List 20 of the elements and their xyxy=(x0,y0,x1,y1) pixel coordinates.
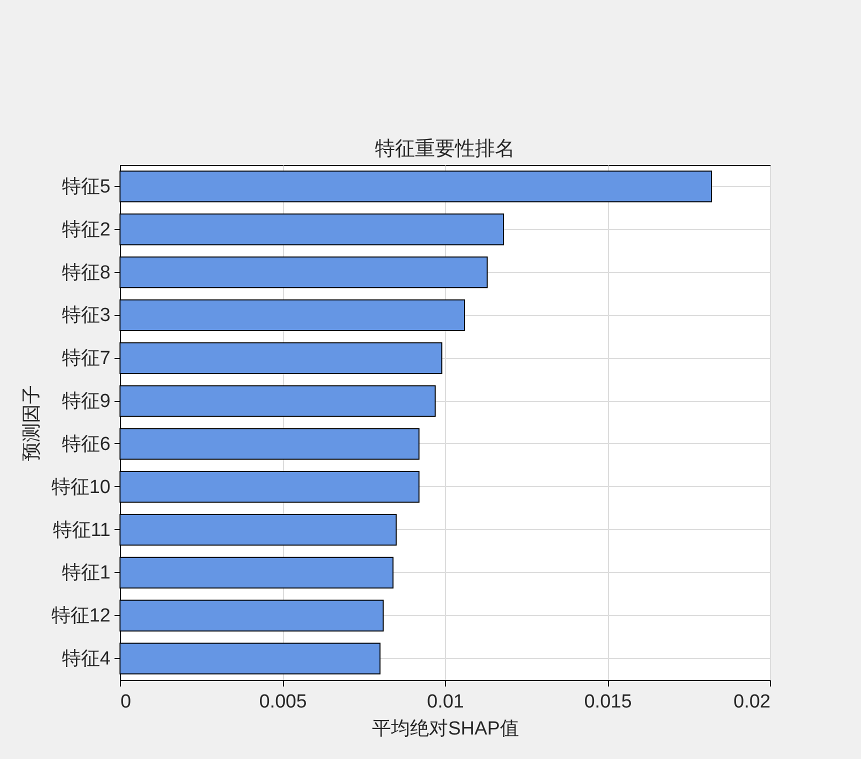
y-tick-label: 特征7 xyxy=(62,348,110,370)
chart-title: 特征重要性排名 xyxy=(375,138,515,160)
y-tick-label: 特征2 xyxy=(62,219,110,240)
y-tick-label: 特征4 xyxy=(62,648,111,670)
y-tick-label: 特征1 xyxy=(62,562,110,584)
y-axis-title: 预测因子 xyxy=(21,385,42,461)
y-tick-label: 特征10 xyxy=(51,476,110,498)
x-tick-label: 0.02 xyxy=(734,692,770,712)
x-tick-label: 0.01 xyxy=(427,692,464,712)
y-tick-label: 特征8 xyxy=(62,262,110,284)
x-tick-label: 0.005 xyxy=(259,692,307,712)
y-tick-label: 特征5 xyxy=(62,176,110,198)
y-tick-label: 特征11 xyxy=(52,520,110,541)
y-tick-label: 特征6 xyxy=(62,434,110,455)
x-tick-label: 0 xyxy=(120,692,132,712)
x-tick-label: 0.015 xyxy=(584,692,632,712)
y-tick-label: 特征12 xyxy=(51,606,110,627)
y-tick-label: 特征9 xyxy=(62,391,110,412)
y-tick-label: 特征3 xyxy=(62,305,110,326)
x-axis-title: 平均绝对SHAP值 xyxy=(372,718,519,740)
